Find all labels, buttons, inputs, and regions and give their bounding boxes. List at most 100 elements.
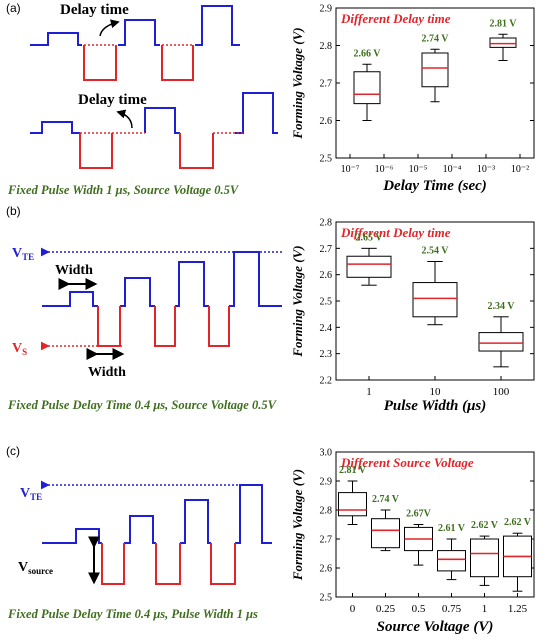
panel-b-wave-blue-b — [120, 277, 155, 307]
y-tick-label: 2.9 — [320, 4, 333, 15]
x-axis-label: Source Voltage (V) — [377, 619, 494, 635]
panel-a-delay-label-1: Delay time — [60, 2, 129, 18]
plot-frame — [335, 451, 535, 598]
box-plot: 2.62 V — [470, 520, 499, 586]
y-tick-label: 2.7 — [320, 535, 333, 546]
panel-a-wave2-blue-b — [144, 107, 180, 134]
panel-a-wave1-blue-b — [118, 19, 160, 46]
panel-c-wave-blue-b — [124, 515, 156, 544]
panel-a-wave1-red — [83, 45, 117, 81]
y-tick-label: 2.7 — [320, 79, 333, 90]
y-tick-label: 2.9 — [320, 477, 333, 488]
panel-b-width-label-top: Width — [55, 263, 93, 278]
panel-c-wave-red — [101, 543, 125, 585]
box-iqr — [338, 492, 367, 517]
panel-b-schematic: (b) VTE VS Width Width Fixed Pulse Delay… — [6, 204, 282, 412]
chart-source-voltage: 2.5 2.6 2.7 2.8 2.9 3.0 Forming Voltage (V) Sou… — [290, 448, 535, 635]
box-plot: 2.81 V — [338, 465, 367, 525]
panel-a-label: (a) — [6, 1, 21, 15]
x-tick-label: 10⁻² — [511, 164, 529, 175]
panel-c-vte-label: VTE — [20, 486, 42, 502]
y-tick-label: 2.6 — [320, 116, 333, 127]
panel-a-wave2-blue-c — [235, 92, 278, 134]
x-tick-label: 0.75 — [442, 603, 462, 615]
panel-b-width-label-bottom: Width — [88, 365, 126, 380]
box-value-label: 2.62 V — [471, 520, 499, 531]
box-iqr — [353, 71, 381, 105]
box-plot: 2.65 V — [346, 232, 392, 286]
box-value-label: 2.81 V — [339, 465, 367, 476]
panel-a-delay-arrow-2 — [116, 109, 133, 129]
y-tick-label: 2.8 — [320, 41, 333, 52]
box-value-label: 2.54 V — [421, 246, 449, 257]
panel-c-wave-red-c — [210, 543, 236, 585]
y-axis-label: Forming Voltage (V) — [290, 469, 305, 581]
panel-c-wave-blue-c — [180, 499, 211, 544]
box-iqr — [470, 538, 499, 578]
y-tick-label: 2.2 — [320, 376, 333, 387]
box-iqr — [421, 52, 449, 88]
box-plot: 2.61 V — [437, 523, 466, 581]
x-axis-label: Pulse Width (μs) — [384, 398, 487, 414]
panel-b-wave-red — [97, 306, 121, 347]
panel-b-vte-label: VTE — [12, 246, 34, 262]
x-tick-label: 10 — [430, 386, 442, 398]
box-plot: 2.54 V — [412, 246, 458, 326]
y-tick-label: 2.3 — [320, 349, 333, 360]
panel-a-schematic: (a) Delay time Delay time Fixed Pulse Wi… — [6, 1, 278, 197]
panel-c-wave-blue-d — [235, 484, 272, 544]
y-tick-label: 2.5 — [320, 297, 333, 308]
y-tick-label: 2.8 — [320, 218, 333, 229]
box-value-label: 2.74 V — [421, 33, 449, 44]
panel-a-wave2-red — [79, 133, 113, 169]
chart-delay-time: 2.5 2.6 2.7 2.8 2.9 Forming Voltage (V) Delay … — [290, 4, 535, 194]
chart-title: Different Source Voltage — [340, 455, 474, 470]
x-tick-label: 1 — [482, 603, 488, 615]
x-tick-label: 100 — [493, 386, 510, 398]
x-tick-label: 10⁻⁷ — [341, 164, 360, 175]
panel-a-delay-label-2: Delay time — [78, 92, 147, 108]
panel-b-label: (b) — [6, 204, 21, 218]
box-plot: 2.74 V — [421, 33, 449, 103]
box-value-label: 2.61 V — [438, 523, 466, 534]
x-tick-label: 1.25 — [508, 603, 528, 615]
x-axis-label: Delay Time (sec) — [382, 178, 487, 194]
panel-b-wave-red-c — [208, 306, 230, 347]
box-value-label: 2.66 V — [353, 48, 381, 59]
chart-title: Different Delay time — [340, 225, 451, 240]
box-iqr — [489, 37, 517, 48]
chart-pulse-width: 2.2 2.3 2.4 2.5 2.6 2.7 2.8 Forming Voltage (V)… — [290, 218, 535, 414]
y-tick-label: 3.0 — [320, 448, 333, 459]
panel-a-wave2-blue — [30, 121, 80, 134]
panel-c-vsource-label: Vsource — [18, 560, 53, 576]
box-value-label: 2.81 V — [489, 18, 517, 29]
panel-a-wave1-blue-c — [195, 5, 240, 46]
box-iqr — [371, 518, 400, 549]
panel-c-label: (c) — [6, 444, 20, 458]
x-tick-label: 0.25 — [376, 603, 396, 615]
box-iqr — [437, 550, 466, 572]
box-iqr — [346, 255, 392, 278]
x-tick-label: 10⁻⁵ — [409, 164, 428, 175]
panel-c-schematic: (c) VTE Vsource Fixed Pulse Delay Time 0… — [6, 444, 272, 621]
y-tick-label: 2.5 — [320, 593, 333, 604]
y-tick-label: 2.8 — [320, 506, 333, 517]
x-tick-label: 0.5 — [412, 603, 426, 615]
panel-a-caption: Fixed Pulse Width 1 μs, Source Voltage 0… — [7, 183, 240, 197]
x-tick-label: 10⁻³ — [477, 164, 495, 175]
panel-b-wave-blue-d — [229, 251, 282, 307]
panel-c-wave-blue — [42, 528, 102, 544]
box-plot: 2.62 V — [503, 517, 532, 592]
box-iqr — [412, 282, 458, 318]
box-value-label: 2.65 V — [355, 232, 383, 243]
panel-b-wave-blue-c — [175, 261, 209, 307]
panel-c-wave-red-b — [155, 543, 181, 585]
panel-b-wave-red-b — [154, 306, 176, 347]
box-plot: 2.81 V — [489, 18, 517, 61]
x-tick-label: 10⁻⁴ — [443, 164, 462, 175]
panel-a-wave2-red-b — [179, 133, 214, 169]
box-plot: 2.67V — [404, 509, 433, 566]
panel-a-delay-arrow-1 — [99, 19, 120, 37]
box-plot: 2.74 V — [371, 494, 400, 552]
